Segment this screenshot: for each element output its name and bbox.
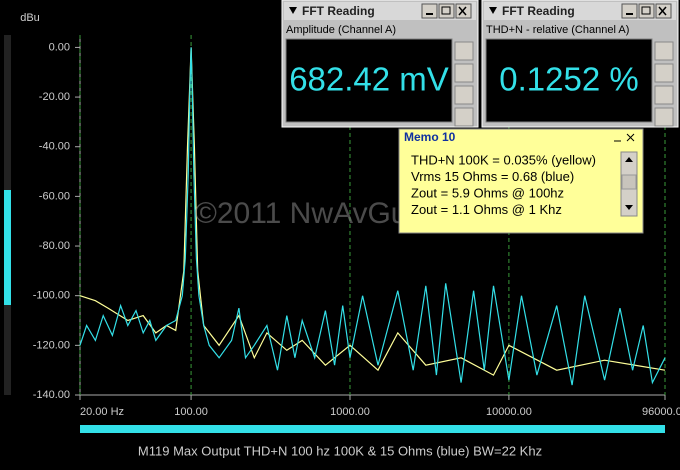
tool-button[interactable] <box>454 85 474 105</box>
channel-label: THD+N - relative (Channel A) <box>486 24 629 36</box>
y-tick-label: -40.00 <box>39 141 70 153</box>
y-tick-label: -60.00 <box>39 190 70 202</box>
y-tick-label: -120.00 <box>33 339 70 351</box>
memo-line: Vrms 15 Ohms = 0.68 (blue) <box>411 169 574 184</box>
maximize-icon <box>441 6 451 15</box>
tool-button[interactable] <box>454 63 474 83</box>
memo-close[interactable] <box>626 133 635 142</box>
memo-line: Zout = 1.1 Ohms @ 1 Khz <box>411 202 562 217</box>
x-tick-label: 100.00 <box>174 406 208 418</box>
window-icon <box>489 7 497 14</box>
title-button[interactable] <box>655 3 672 19</box>
title-button[interactable] <box>638 3 655 19</box>
spectrum-line <box>79 47 666 376</box>
caption: M119 Max Output THD+N 100 hz 100K & 15 O… <box>138 443 542 458</box>
title-button[interactable] <box>421 3 438 19</box>
x-tick-label: 20.00 Hz <box>80 406 124 418</box>
tool-button[interactable] <box>454 107 474 127</box>
title-button[interactable] <box>438 3 455 19</box>
y-tick-label: -100.00 <box>33 290 70 302</box>
memo-window <box>398 128 644 234</box>
memo-title: Memo 10 <box>404 130 456 144</box>
spectrum-line <box>79 47 666 386</box>
x-tick-label: 1000.00 <box>330 406 370 418</box>
y-tick-label: 0.00 <box>49 41 70 53</box>
x-tick-label: 10000.00 <box>486 406 532 418</box>
window-title: FFT Reading <box>302 4 375 18</box>
window-title: FFT Reading <box>502 4 575 18</box>
x-tick-label: 96000.00 <box>642 406 680 418</box>
memo-line: Zout = 5.9 Ohms @ 100hz <box>411 185 564 200</box>
tool-button[interactable] <box>654 85 674 105</box>
y-tick-label: -80.00 <box>39 240 70 252</box>
scroll-bar[interactable] <box>80 425 665 433</box>
channel-label: Amplitude (Channel A) <box>286 24 396 36</box>
y-tick-label: -20.00 <box>39 91 70 103</box>
tool-button[interactable] <box>654 63 674 83</box>
close-icon <box>658 6 667 16</box>
display <box>285 38 453 123</box>
window-icon <box>289 7 297 14</box>
maximize-icon <box>641 6 651 15</box>
reading: 682.42 mV <box>289 61 449 98</box>
tool-button[interactable] <box>654 107 674 127</box>
level-bar[interactable] <box>4 190 11 305</box>
close-icon <box>458 6 467 16</box>
tool-button[interactable] <box>454 41 474 61</box>
y-tick-label: -140.00 <box>33 389 70 401</box>
reading: 0.1252 % <box>499 61 638 98</box>
title-button[interactable] <box>621 3 638 19</box>
scroll-thumb[interactable] <box>621 174 637 190</box>
display <box>485 38 653 123</box>
tool-button[interactable] <box>654 41 674 61</box>
memo-line: THD+N 100K = 0.035% (yellow) <box>411 152 596 167</box>
title-button[interactable] <box>455 3 472 19</box>
y-axis-label: dBu <box>20 12 40 24</box>
